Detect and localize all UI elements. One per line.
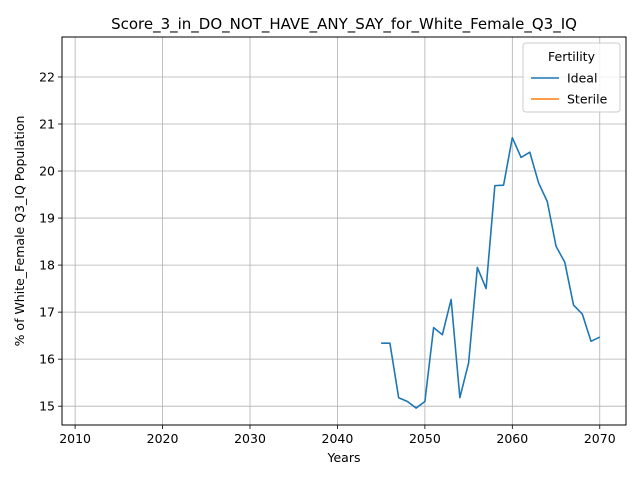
x-tick-label: 2060 (496, 431, 528, 446)
x-tick-label: 2010 (59, 431, 91, 446)
y-tick-label: 18 (39, 258, 55, 273)
legend-label-sterile: Sterile (567, 92, 608, 107)
x-tick-label: 2020 (147, 431, 179, 446)
axis-ticks: 2010 2020 2030 2040 2050 2060 2070 15 16 17 18 19 20… (39, 69, 616, 446)
x-tick-label: 2030 (234, 431, 266, 446)
y-tick-label: 20 (39, 164, 55, 179)
legend: Fertility Ideal Sterile (522, 42, 621, 113)
x-tick-label: 2050 (409, 431, 441, 446)
y-tick-label: 15 (39, 399, 55, 414)
plot-area-frame (61, 36, 627, 426)
y-tick-label: 21 (39, 117, 55, 132)
x-axis-title: Years (327, 450, 361, 465)
series-line-ideal (381, 136, 601, 409)
series-lines (381, 136, 601, 409)
y-tick-label: 22 (39, 69, 55, 84)
legend-title: Fertility (548, 49, 596, 64)
legend-box (522, 42, 621, 113)
x-tick-label: 2070 (584, 431, 616, 446)
y-tick-label: 19 (39, 211, 55, 226)
grid-lines (62, 37, 626, 425)
legend-items: Ideal Sterile (531, 71, 608, 107)
x-tick-label: 2040 (322, 431, 354, 446)
legend-label-ideal: Ideal (567, 71, 597, 86)
y-axis-title: % of White_Female Q3_IQ Population (12, 116, 27, 347)
y-tick-label: 16 (39, 352, 55, 367)
y-tick-label: 17 (39, 305, 55, 320)
chart-title: Score_3_in_DO_NOT_HAVE_ANY_SAY_for_White… (111, 15, 577, 34)
